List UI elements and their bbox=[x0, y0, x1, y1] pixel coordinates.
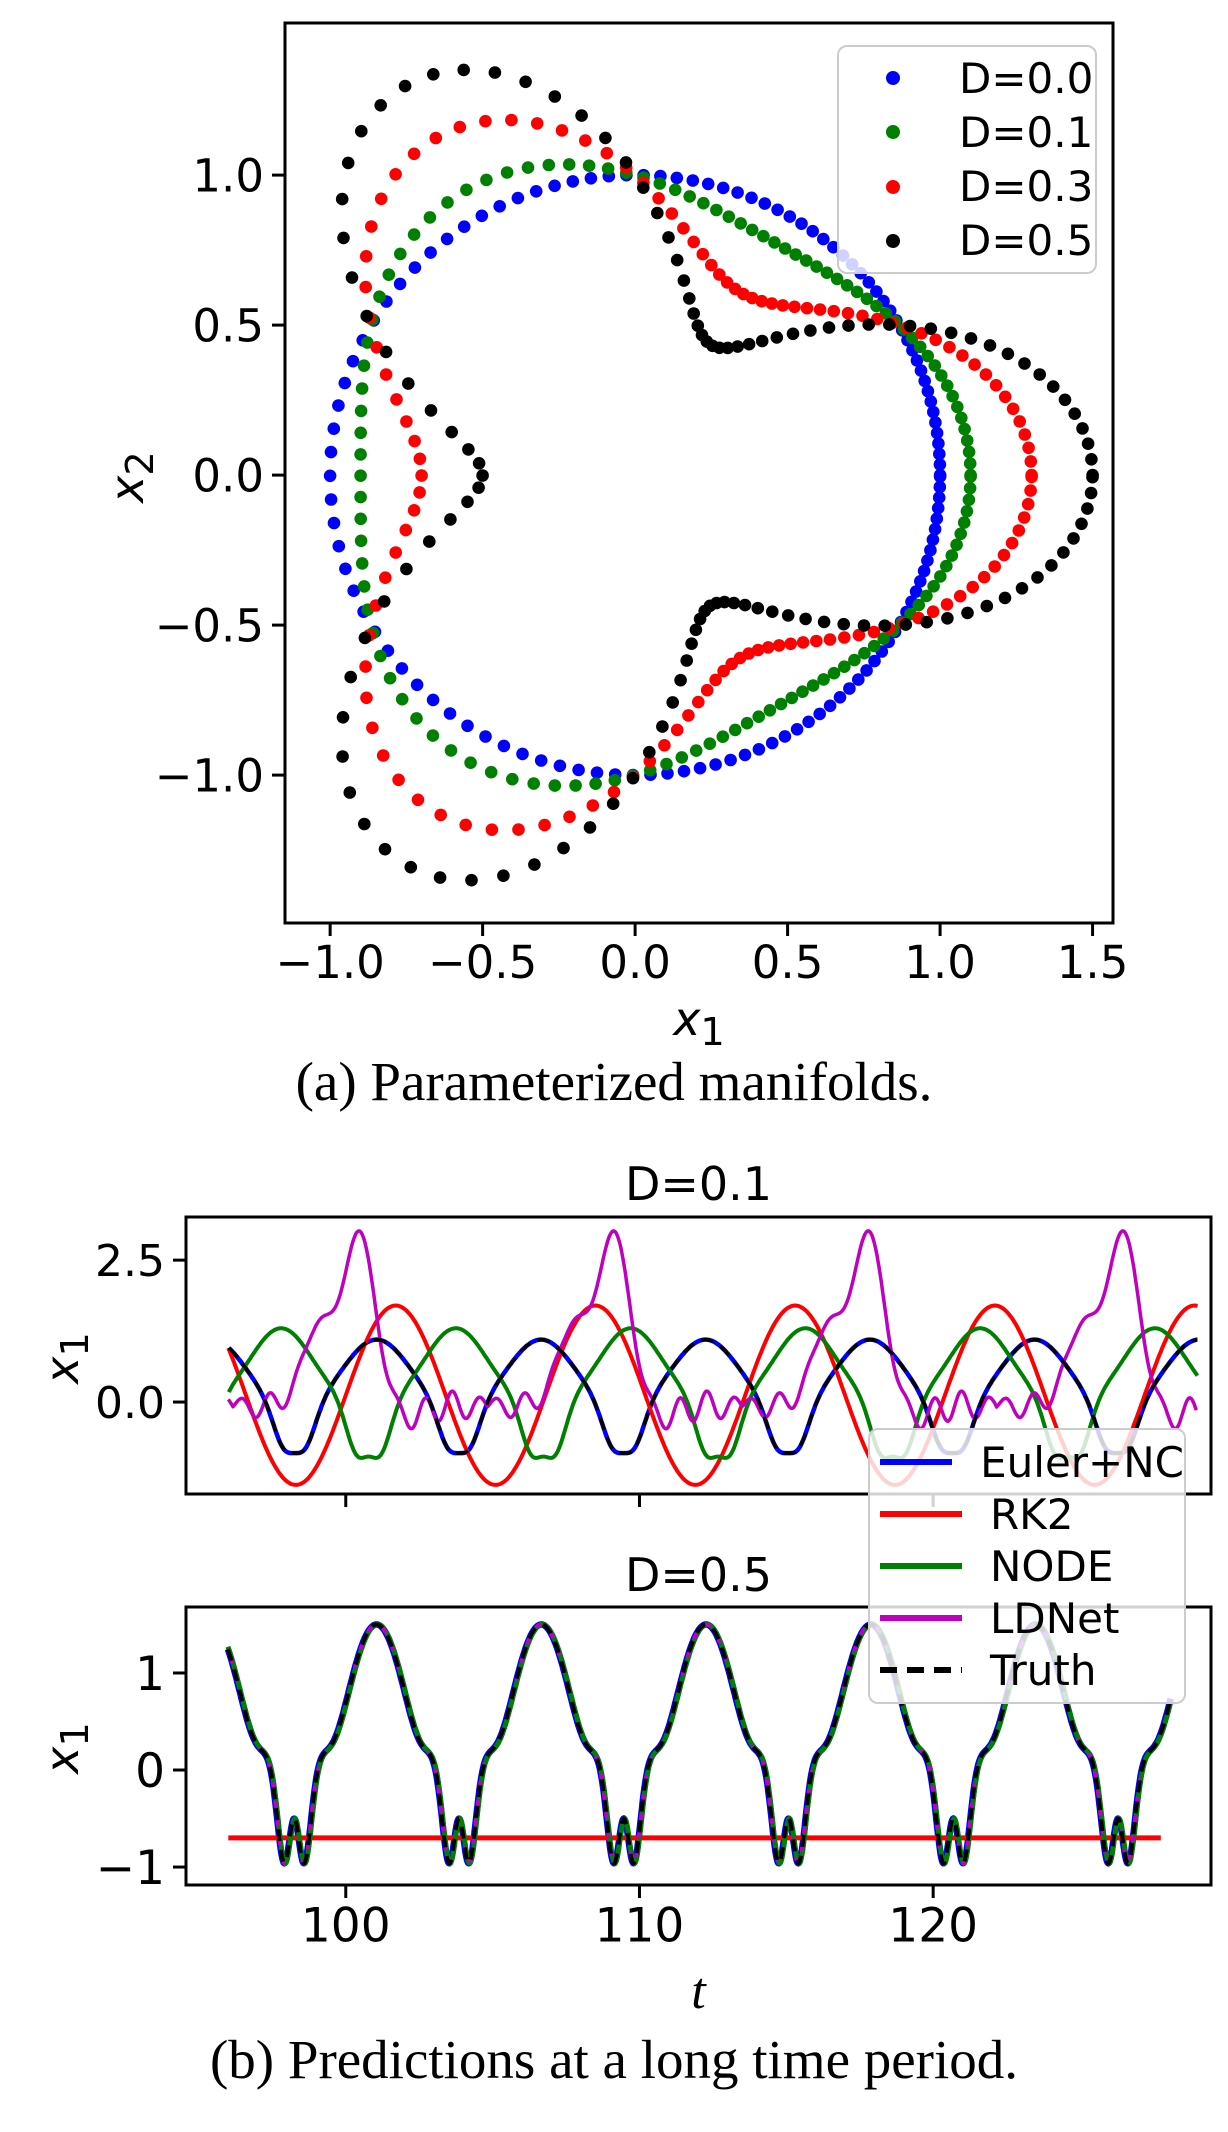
legend-item: NODE bbox=[870, 1542, 1184, 1591]
svg-text:100: 100 bbox=[301, 1899, 391, 1954]
svg-text:−1.0: −1.0 bbox=[155, 749, 264, 802]
fig-b-top-series bbox=[226, 1229, 1200, 1487]
fig-b-top-title: D=0.1 bbox=[624, 1157, 773, 1211]
svg-text:−1: −1 bbox=[96, 1841, 165, 1896]
legend-label: D=0.0 bbox=[959, 53, 1094, 103]
dot-marker-icon bbox=[886, 179, 900, 194]
dot-marker-icon bbox=[886, 125, 900, 140]
svg-text:−0.5: −0.5 bbox=[428, 936, 537, 989]
fig-b-caption: (b) Predictions at a long time period. bbox=[209, 2029, 1018, 2090]
fig-a-ylabel: x2 bbox=[100, 451, 164, 503]
fig-b-legend: Euler+NC RK2 NODE LDNet Truth bbox=[868, 1428, 1186, 1704]
svg-text:−1.0: −1.0 bbox=[275, 936, 384, 989]
line-series-LDNet bbox=[226, 1229, 1198, 1431]
line-marker-icon bbox=[880, 1615, 962, 1621]
line-marker-icon bbox=[880, 1459, 953, 1465]
fig-b-bottom-title: D=0.5 bbox=[624, 1548, 773, 1602]
legend-label: LDNet bbox=[990, 1593, 1120, 1643]
svg-text:2.5: 2.5 bbox=[95, 1236, 165, 1287]
fig-b-bottom-ylabel: x1 bbox=[35, 1722, 99, 1774]
legend-item: LDNet bbox=[870, 1594, 1184, 1643]
line-marker-icon bbox=[880, 1511, 962, 1517]
fig-a-manifolds-axes: −1.0 −0.5 0.0 0.5 1.0 1.5 1.0 0.5 0.0 −0.5 −1.0 bbox=[155, 149, 1129, 989]
legend-item: D=0.3 bbox=[839, 162, 1095, 211]
legend-label: Euler+NC bbox=[980, 1437, 1184, 1487]
svg-text:0.0: 0.0 bbox=[599, 936, 671, 989]
legend-item: Truth bbox=[870, 1646, 1184, 1695]
fig-b-bottom-axes: 100 110 120 1 0 −1 bbox=[96, 1647, 978, 1954]
dot-marker-icon bbox=[886, 71, 900, 86]
legend-item: Euler+NC bbox=[870, 1438, 1184, 1487]
line-marker-icon bbox=[880, 1563, 962, 1569]
legend-label: Truth bbox=[990, 1645, 1097, 1695]
svg-text:1.5: 1.5 bbox=[1057, 936, 1129, 989]
legend-label: D=0.3 bbox=[959, 162, 1094, 212]
fig-a-legend: D=0.0 D=0.1 D=0.3 D=0.5 bbox=[837, 45, 1097, 274]
legend-item: D=0.1 bbox=[839, 108, 1095, 157]
scatter-series-D=0.5 bbox=[335, 63, 1099, 887]
legend-label: D=0.5 bbox=[959, 216, 1094, 266]
legend-label: RK2 bbox=[990, 1489, 1074, 1539]
svg-text:0.0: 0.0 bbox=[95, 1378, 165, 1429]
fig-a-xlabel: x1 bbox=[673, 992, 725, 1056]
fig-b-xlabel: t bbox=[691, 1963, 706, 2020]
line-series-LDNet bbox=[226, 1622, 1173, 1866]
legend-label: NODE bbox=[990, 1541, 1114, 1591]
svg-text:120: 120 bbox=[888, 1899, 978, 1954]
fig-b-top-ylabel: x1 bbox=[35, 1332, 99, 1384]
svg-text:110: 110 bbox=[595, 1899, 685, 1954]
svg-text:1.0: 1.0 bbox=[192, 149, 264, 202]
legend-item: D=0.5 bbox=[839, 216, 1095, 265]
fig-a-caption: (a) Parameterized manifolds. bbox=[295, 1051, 933, 1112]
dashed-line-marker-icon bbox=[880, 1667, 962, 1673]
fig-b-top-axes: 2.5 0.0 bbox=[95, 1236, 935, 1507]
line-series-Truth bbox=[227, 1337, 1199, 1455]
legend-label: D=0.1 bbox=[959, 107, 1094, 157]
svg-text:0.5: 0.5 bbox=[192, 299, 264, 352]
svg-text:1.0: 1.0 bbox=[904, 936, 976, 989]
fig-a-manifolds-points bbox=[323, 63, 1099, 887]
svg-text:0.5: 0.5 bbox=[752, 936, 824, 989]
legend-item: RK2 bbox=[870, 1490, 1184, 1539]
dot-marker-icon bbox=[886, 233, 900, 248]
svg-text:0.0: 0.0 bbox=[192, 449, 264, 502]
svg-text:0: 0 bbox=[135, 1744, 165, 1799]
line-series-NODE bbox=[227, 1326, 1200, 1460]
line-series-RK2 bbox=[226, 1303, 1198, 1487]
svg-text:−0.5: −0.5 bbox=[155, 599, 264, 652]
svg-text:1: 1 bbox=[135, 1647, 165, 1702]
legend-item: D=0.0 bbox=[839, 54, 1095, 103]
